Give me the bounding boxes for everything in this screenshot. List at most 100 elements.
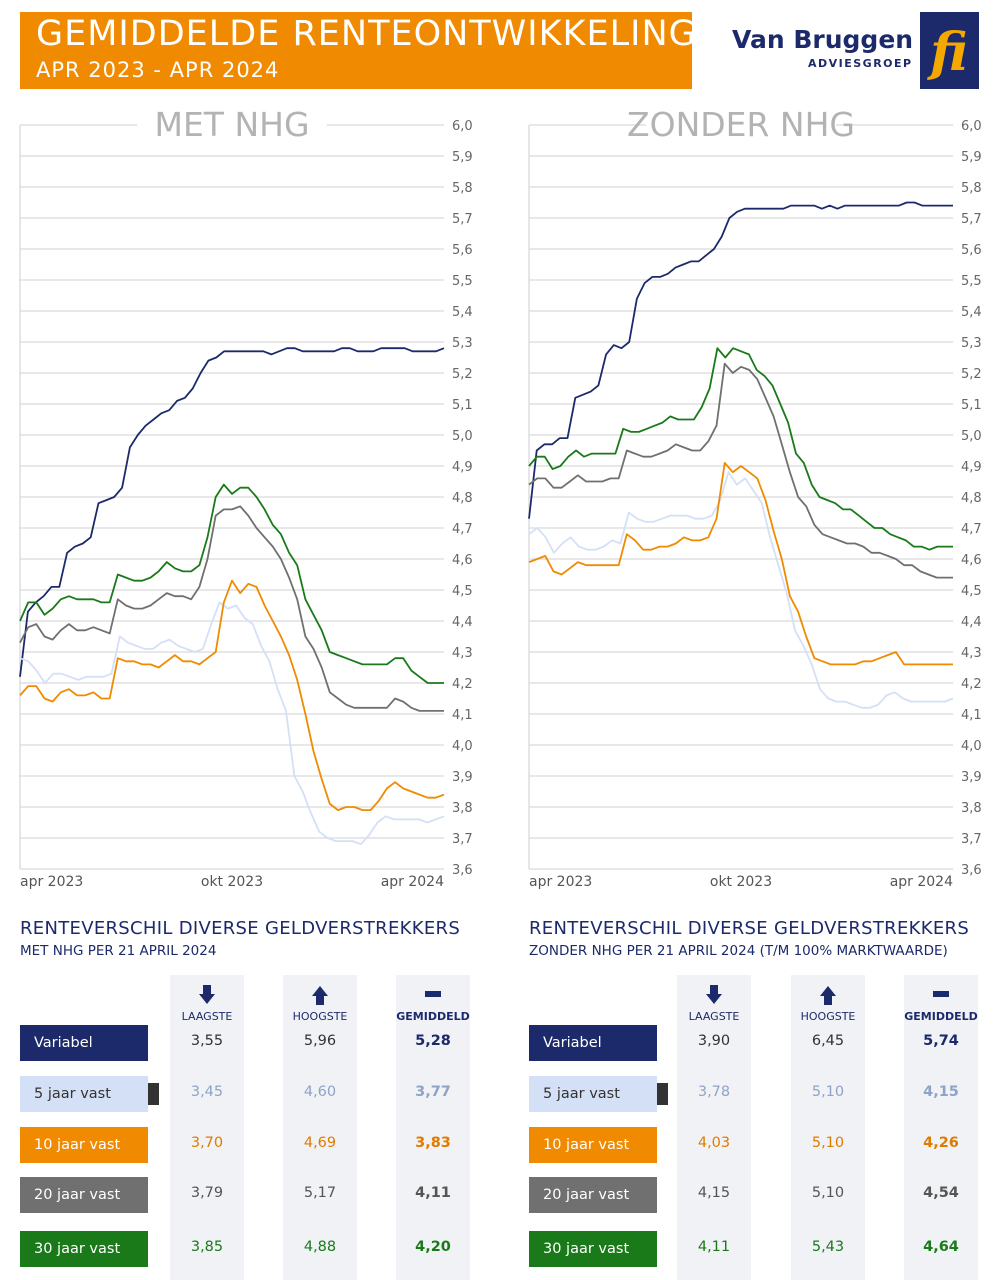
zonder-nhg-cell-high: 5,10 bbox=[811, 1084, 845, 1100]
brand-tagline: ADVIESGROEP bbox=[808, 57, 913, 70]
met-nhg-series-10-jaar-vast bbox=[19, 579, 445, 811]
zonder-nhg-x-tick-label: apr 2023 bbox=[529, 874, 592, 890]
met-nhg-y-tick-label: 4,9 bbox=[452, 460, 473, 475]
arrow-down-icon bbox=[677, 985, 751, 1005]
row-label-arrow-tip bbox=[657, 1238, 668, 1260]
met-nhg-cell-low: 3,45 bbox=[190, 1084, 224, 1100]
zonder-nhg-cell-low: 4,11 bbox=[697, 1239, 731, 1255]
arrow-down-icon bbox=[170, 985, 244, 1005]
zonder-nhg-y-tick-label: 5,4 bbox=[961, 305, 982, 320]
zonder-nhg-y-tick-label: 4,3 bbox=[961, 646, 982, 661]
zonder-nhg-series-5-jaar-vast bbox=[528, 471, 954, 709]
met-nhg-y-tick-label: 4,4 bbox=[452, 615, 473, 630]
met-nhg-y-tick-label: 3,9 bbox=[452, 770, 473, 785]
zonder-nhg-column-header-label: LAAGSTE bbox=[688, 1010, 740, 1023]
met-nhg-series-30-jaar-vast bbox=[19, 483, 444, 684]
met-nhg-y-tick-label: 4,5 bbox=[452, 584, 473, 599]
brand-logo-icon: fi bbox=[920, 12, 979, 89]
zonder-nhg-title-backdrop bbox=[646, 102, 836, 144]
zonder-nhg-column-header: HOOGSTE bbox=[791, 985, 865, 1023]
met-nhg-y-tick-label: 4,7 bbox=[452, 522, 473, 537]
met-nhg-cell-low: 3,85 bbox=[190, 1239, 224, 1255]
zonder-nhg-y-tick-label: 5,8 bbox=[961, 181, 982, 196]
zonder-nhg-cell-avg: 4,26 bbox=[923, 1135, 959, 1151]
met-nhg-y-tick-label: 5,0 bbox=[452, 429, 473, 444]
met-nhg-column-header-label: LAAGSTE bbox=[181, 1010, 233, 1023]
row-label-arrow-tip bbox=[148, 1134, 159, 1156]
met-nhg-y-tick-label: 5,8 bbox=[452, 181, 473, 196]
met-nhg-cell-avg: 4,11 bbox=[415, 1185, 451, 1201]
met-nhg-cell-avg: 3,83 bbox=[415, 1135, 451, 1151]
met-nhg-y-tick-label: 4,3 bbox=[452, 646, 473, 661]
zonder-nhg-cell-high: 6,45 bbox=[811, 1033, 845, 1049]
table-subtitle-met-nhg: MET NHG PER 21 APRIL 2024 bbox=[20, 943, 217, 959]
zonder-nhg-cell-avg: 4,15 bbox=[923, 1084, 959, 1100]
met-nhg-cell-high: 5,17 bbox=[303, 1185, 337, 1201]
zonder-nhg-column-header: GEMIDDELD bbox=[904, 985, 978, 1023]
zonder-nhg-column-background bbox=[677, 975, 751, 1280]
zonder-nhg-row-label: 30 jaar vast bbox=[529, 1231, 668, 1267]
met-nhg-series-5-jaar-vast bbox=[19, 601, 445, 846]
zonder-nhg-column-header-label: HOOGSTE bbox=[800, 1010, 856, 1023]
row-label-arrow-tip bbox=[148, 1032, 159, 1054]
minus-icon bbox=[904, 985, 978, 1005]
zonder-nhg-series-30-jaar-vast bbox=[528, 347, 953, 551]
met-nhg-row-label: 5 jaar vast bbox=[20, 1076, 159, 1112]
zonder-nhg-y-tick-label: 3,9 bbox=[961, 770, 982, 785]
met-nhg-title-backdrop bbox=[137, 102, 327, 144]
met-nhg-y-tick-label: 5,4 bbox=[452, 305, 473, 320]
met-nhg-y-tick-label: 3,8 bbox=[452, 801, 473, 816]
zonder-nhg-row-label: 5 jaar vast bbox=[529, 1076, 668, 1112]
met-nhg-y-tick-label: 4,2 bbox=[452, 677, 473, 692]
zonder-nhg-cell-low: 3,78 bbox=[697, 1084, 731, 1100]
met-nhg-cell-avg: 4,20 bbox=[415, 1239, 451, 1255]
row-label-arrow-tip bbox=[657, 1134, 668, 1156]
met-nhg-x-tick-label: apr 2024 bbox=[381, 874, 444, 890]
zonder-nhg-row-label: 10 jaar vast bbox=[529, 1127, 668, 1163]
met-nhg-chart-title: MET NHG bbox=[154, 105, 309, 144]
zonder-nhg-cell-low: 4,15 bbox=[697, 1185, 731, 1201]
met-nhg-y-tick-label: 4,1 bbox=[452, 708, 473, 723]
row-label-arrow-tip bbox=[657, 1184, 668, 1206]
met-nhg-y-tick-label: 5,6 bbox=[452, 243, 473, 258]
met-nhg-column-background bbox=[170, 975, 244, 1280]
zonder-nhg-column-background bbox=[791, 975, 865, 1280]
met-nhg-y-tick-label: 5,7 bbox=[452, 212, 473, 227]
zonder-nhg-y-tick-label: 4,9 bbox=[961, 460, 982, 475]
zonder-nhg-cell-low: 3,90 bbox=[697, 1033, 731, 1049]
met-nhg-column-background bbox=[283, 975, 357, 1280]
zonder-nhg-cell-high: 5,10 bbox=[811, 1135, 845, 1151]
table-subtitle-zonder-nhg: ZONDER NHG PER 21 APRIL 2024 (T/M 100% M… bbox=[529, 943, 948, 959]
zonder-nhg-y-tick-label: 5,9 bbox=[961, 150, 982, 165]
arrow-up-icon bbox=[791, 985, 865, 1005]
met-nhg-y-tick-label: 4,8 bbox=[452, 491, 473, 506]
zonder-nhg-column-header-label: GEMIDDELD bbox=[904, 1010, 978, 1023]
row-label-arrow-tip bbox=[657, 1032, 668, 1054]
zonder-nhg-y-tick-label: 5,6 bbox=[961, 243, 982, 258]
met-nhg-series-20-jaar-vast bbox=[19, 505, 444, 712]
zonder-nhg-series-10-jaar-vast bbox=[528, 461, 953, 666]
zonder-nhg-y-tick-label: 4,4 bbox=[961, 615, 982, 630]
met-nhg-cell-high: 4,60 bbox=[303, 1084, 337, 1100]
minus-icon bbox=[396, 985, 470, 1005]
met-nhg-y-tick-label: 5,5 bbox=[452, 274, 473, 289]
met-nhg-column-header-label: HOOGSTE bbox=[292, 1010, 348, 1023]
table-title-met-nhg: RENTEVERSCHIL DIVERSE GELDVERSTREKKERS bbox=[20, 918, 461, 939]
met-nhg-column-background bbox=[396, 975, 470, 1280]
met-nhg-cell-avg: 3,77 bbox=[415, 1084, 451, 1100]
met-nhg-row-label: 10 jaar vast bbox=[20, 1127, 159, 1163]
zonder-nhg-y-tick-label: 5,1 bbox=[961, 398, 982, 413]
zonder-nhg-y-tick-label: 5,0 bbox=[961, 429, 982, 444]
zonder-nhg-series-20-jaar-vast bbox=[528, 362, 953, 579]
zonder-nhg-cell-avg: 4,54 bbox=[923, 1185, 959, 1201]
met-nhg-column-header: HOOGSTE bbox=[283, 985, 357, 1023]
zonder-nhg-cell-low: 4,03 bbox=[697, 1135, 731, 1151]
met-nhg-row-label: 20 jaar vast bbox=[20, 1177, 159, 1213]
met-nhg-y-tick-label: 6,0 bbox=[452, 119, 473, 134]
zonder-nhg-y-tick-label: 4,5 bbox=[961, 584, 982, 599]
zonder-nhg-y-tick-label: 4,8 bbox=[961, 491, 982, 506]
met-nhg-x-tick-label: okt 2023 bbox=[201, 874, 263, 890]
met-nhg-row-label: Variabel bbox=[20, 1025, 159, 1061]
zonder-nhg-y-tick-label: 3,6 bbox=[961, 863, 982, 878]
zonder-nhg-cell-avg: 5,74 bbox=[923, 1033, 959, 1049]
